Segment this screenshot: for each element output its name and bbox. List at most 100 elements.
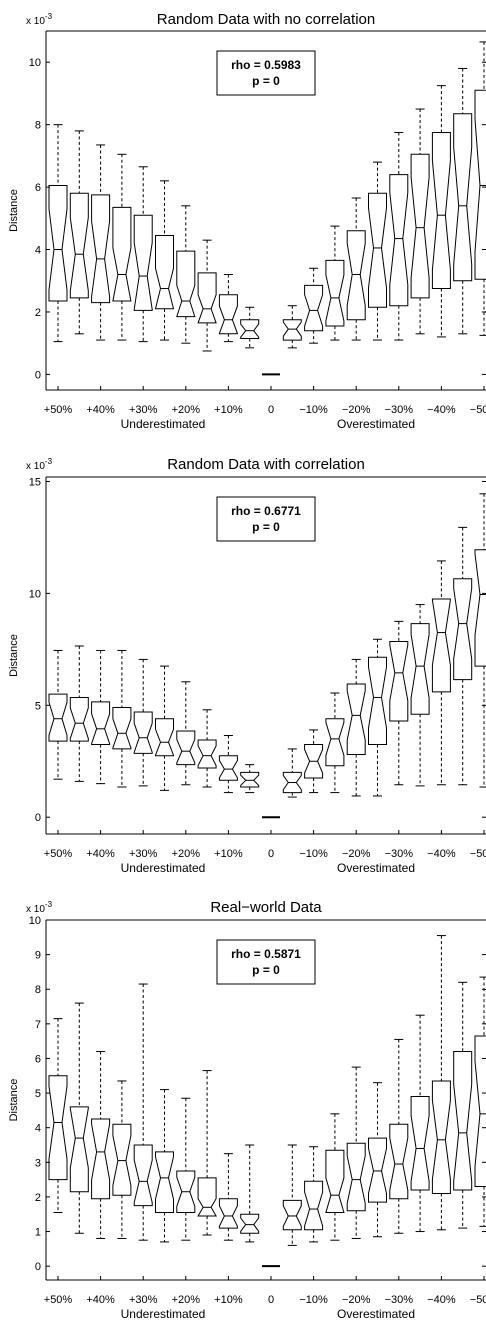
box-5 [133, 658, 153, 787]
box-5 [133, 166, 153, 343]
x-tick-label: −20% [342, 1294, 371, 1306]
box-6 [155, 1089, 174, 1243]
box-body [474, 1035, 486, 1187]
y-tick-label: 10 [29, 57, 41, 69]
box-body [240, 1213, 260, 1234]
box-12 [282, 305, 302, 349]
box-body [453, 113, 473, 282]
y-tick-label: 0 [35, 369, 41, 381]
y-tick-label: 2 [35, 307, 41, 319]
box-5 [133, 983, 153, 1241]
box-body [197, 272, 217, 324]
annotation-box [216, 939, 316, 985]
x-tick-label: −40% [427, 848, 456, 860]
y-tick-label: 1 [35, 1227, 41, 1239]
y-tick-label: 8 [35, 120, 41, 132]
box-16 [368, 161, 387, 341]
x-tick-label: −20% [342, 848, 371, 860]
box-body [48, 185, 68, 302]
box-13 [304, 1146, 324, 1243]
y-tick-label: 6 [35, 182, 41, 194]
y-tick-label: 4 [35, 1123, 41, 1135]
box-1 [48, 124, 68, 343]
box-body [431, 1080, 451, 1194]
box-body [304, 1180, 324, 1231]
box-6 [154, 180, 175, 341]
box-18 [410, 604, 430, 787]
box-body [112, 206, 132, 302]
x-tick-label: +10% [214, 1294, 243, 1306]
box-19 [431, 935, 451, 1231]
annotation-rho: rho = 0.6771 [231, 504, 301, 518]
box-16 [368, 1082, 387, 1238]
y-tick-label: 5 [35, 700, 41, 712]
box-body [389, 641, 409, 722]
x-tick-label: +50% [44, 404, 73, 416]
annotation-p: p = 0 [252, 520, 280, 534]
box-body [453, 1051, 473, 1191]
x-tick-label: +30% [129, 848, 158, 860]
chart-title: Random Data with correlation [167, 456, 365, 473]
box-19 [431, 85, 451, 338]
box-body [176, 730, 196, 766]
box-body [155, 1151, 174, 1213]
chart-title: Real−world Data [210, 899, 322, 916]
chart-panel-1: Random Data with no correlation x 10-3 Dis… [8, 11, 486, 431]
x-tick-label: −10% [299, 404, 328, 416]
box-body [282, 1199, 302, 1231]
box-body [133, 711, 153, 754]
box-15 [346, 197, 366, 341]
x-tick-label: +20% [172, 404, 201, 416]
box-21 [474, 493, 486, 788]
group-label-overestimated: Overestimated [337, 417, 415, 431]
x-tick-label: −10% [299, 848, 328, 860]
box-21 [474, 41, 486, 336]
group-label-underestimated: Underestimated [121, 861, 206, 875]
box-body [410, 1096, 430, 1191]
box-body [389, 1123, 409, 1200]
box-body [389, 174, 409, 307]
x-tick-label: 0 [268, 848, 274, 860]
box-body [240, 771, 260, 788]
box-21 [474, 976, 486, 1227]
box-20 [453, 67, 473, 335]
box-body [325, 1149, 345, 1213]
box-body [154, 235, 175, 310]
box-body [48, 693, 68, 742]
box-body [91, 1118, 111, 1200]
box-9 [218, 735, 238, 794]
box-13 [304, 267, 324, 344]
group-label-overestimated: Overestimated [337, 1307, 415, 1320]
box-body [133, 214, 153, 311]
x-tick-label: +40% [86, 404, 115, 416]
y-tick-label: 5 [35, 1088, 41, 1100]
x-tick-label: +50% [44, 1294, 73, 1306]
box-body [112, 707, 132, 750]
box-15 [346, 1066, 366, 1239]
box-16 [368, 638, 387, 797]
box-4 [112, 649, 132, 788]
box-body [91, 194, 111, 304]
box-3 [91, 649, 111, 785]
box-body [69, 192, 89, 299]
box-3 [91, 1051, 111, 1239]
y-tick-label: 7 [35, 1019, 41, 1031]
box-body [410, 623, 430, 715]
y-tick-label: 3 [35, 1157, 41, 1169]
box-body [431, 132, 451, 289]
box-3 [91, 144, 111, 341]
x-tick-label: +20% [172, 1294, 201, 1306]
x-tick-label: +30% [129, 404, 158, 416]
x-tick-label: +50% [44, 848, 73, 860]
box-body [325, 259, 345, 327]
x-tick-label: −20% [342, 404, 371, 416]
y-tick-label: 10 [29, 588, 41, 600]
y-tick-label: 15 [29, 476, 41, 488]
box-14 [325, 225, 345, 341]
box-body [453, 578, 473, 681]
box-14 [325, 692, 345, 794]
x-tick-label: −50% [470, 404, 486, 416]
box-8 [197, 709, 217, 788]
box-19 [431, 560, 451, 786]
box-6 [155, 665, 174, 791]
